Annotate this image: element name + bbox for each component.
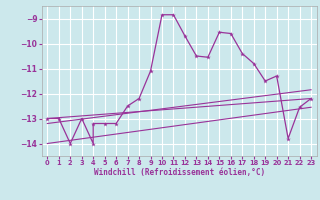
X-axis label: Windchill (Refroidissement éolien,°C): Windchill (Refroidissement éolien,°C) xyxy=(94,168,265,177)
